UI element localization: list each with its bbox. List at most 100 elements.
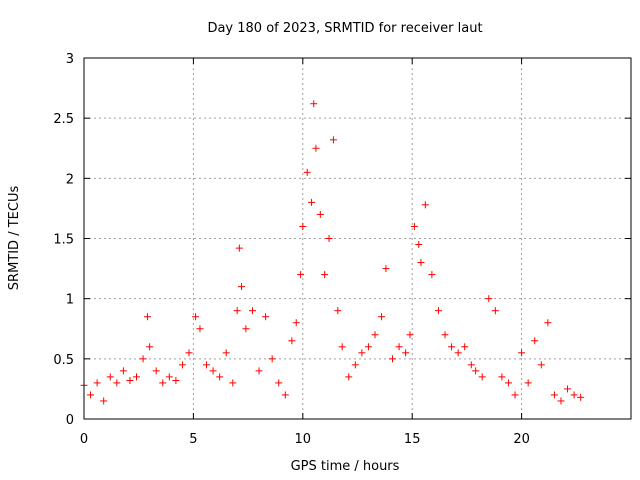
data-point (378, 313, 386, 321)
grid-layer (84, 58, 631, 419)
x-tick-label: 15 (404, 432, 421, 447)
data-point (395, 343, 403, 351)
data-point (139, 355, 147, 363)
data-point (310, 100, 318, 108)
data-point (235, 244, 243, 252)
data-point (454, 349, 462, 357)
data-point (325, 235, 333, 242)
data-point (461, 343, 469, 351)
data-point (329, 136, 337, 144)
data-point (345, 373, 353, 381)
data-point (312, 144, 320, 152)
data-point (159, 379, 167, 387)
data-point (557, 397, 565, 405)
data-point (113, 379, 121, 387)
data-point (106, 373, 114, 381)
data-point (511, 391, 519, 399)
data-point (472, 367, 480, 375)
data-point (185, 349, 193, 357)
data-point (417, 259, 425, 267)
data-point (143, 313, 151, 321)
data-point (172, 376, 180, 384)
data-point (537, 361, 545, 369)
data-point (358, 349, 366, 357)
data-point (288, 337, 296, 345)
data-point (448, 343, 456, 351)
data-point (421, 201, 429, 209)
y-tick-label: 2.5 (53, 112, 74, 127)
data-point (229, 379, 237, 387)
y-axis-label: SRMTID / TECUs (7, 186, 22, 291)
data-point (248, 307, 256, 315)
y-tick-label: 2 (66, 172, 74, 187)
data-point (570, 391, 578, 399)
y-tick-label: 0.5 (53, 353, 74, 368)
data-point (292, 319, 300, 327)
data-point (281, 391, 289, 399)
x-tick-label: 5 (189, 432, 197, 447)
data-point (550, 391, 558, 399)
y-tick-label: 1 (66, 293, 74, 308)
data-point (203, 361, 211, 369)
data-point (242, 325, 250, 333)
data-point (564, 385, 572, 393)
data-point (222, 349, 230, 357)
chart-title: Day 180 of 2023, SRMTID for receiver lau… (207, 21, 482, 36)
data-point (275, 379, 283, 387)
data-point (351, 361, 359, 369)
tick-layer: 0 0.5 1 1.5 2 2.5 3 0 5 10 15 20 (53, 52, 631, 447)
data-point (87, 391, 95, 399)
data-point (531, 337, 539, 345)
y-tick-label: 1.5 (53, 233, 74, 248)
data-point (434, 307, 442, 315)
data-point (299, 222, 307, 230)
data-point (126, 376, 134, 384)
data-point (178, 361, 186, 369)
data-point (478, 373, 486, 381)
data-point (402, 349, 410, 357)
data-points (80, 100, 585, 405)
data-point (233, 307, 241, 315)
data-point (577, 393, 585, 401)
data-point (196, 325, 204, 333)
data-point (544, 319, 552, 327)
data-point (389, 355, 397, 363)
data-point (165, 373, 173, 381)
data-point (428, 271, 436, 279)
data-point (382, 265, 390, 273)
x-tick-label: 10 (295, 432, 312, 447)
data-point (146, 343, 154, 351)
data-point (316, 210, 324, 218)
data-point (321, 271, 329, 279)
data-point (518, 349, 526, 357)
data-point (364, 343, 372, 351)
data-point (524, 379, 532, 387)
data-point (415, 241, 423, 249)
data-point (303, 168, 311, 176)
x-tick-label: 20 (513, 432, 530, 447)
data-point (133, 373, 141, 381)
y-tick-label: 3 (66, 52, 74, 67)
data-point (334, 307, 342, 315)
data-point (498, 373, 506, 381)
data-point (406, 331, 414, 339)
data-point (268, 355, 276, 363)
data-point (297, 271, 305, 279)
y-tick-label: 0 (66, 413, 74, 428)
data-point (152, 367, 160, 375)
data-point (371, 331, 379, 339)
data-point (192, 313, 200, 321)
data-point (238, 283, 246, 291)
data-point (338, 343, 346, 351)
data-point (308, 198, 316, 206)
data-point (119, 367, 127, 375)
data-point (255, 367, 263, 375)
x-axis-label: GPS time / hours (291, 459, 400, 474)
x-tick-label: 0 (80, 432, 88, 447)
data-point (216, 373, 224, 381)
data-point (467, 361, 475, 369)
data-point (441, 331, 449, 339)
data-point (504, 379, 512, 387)
data-point (485, 295, 493, 303)
